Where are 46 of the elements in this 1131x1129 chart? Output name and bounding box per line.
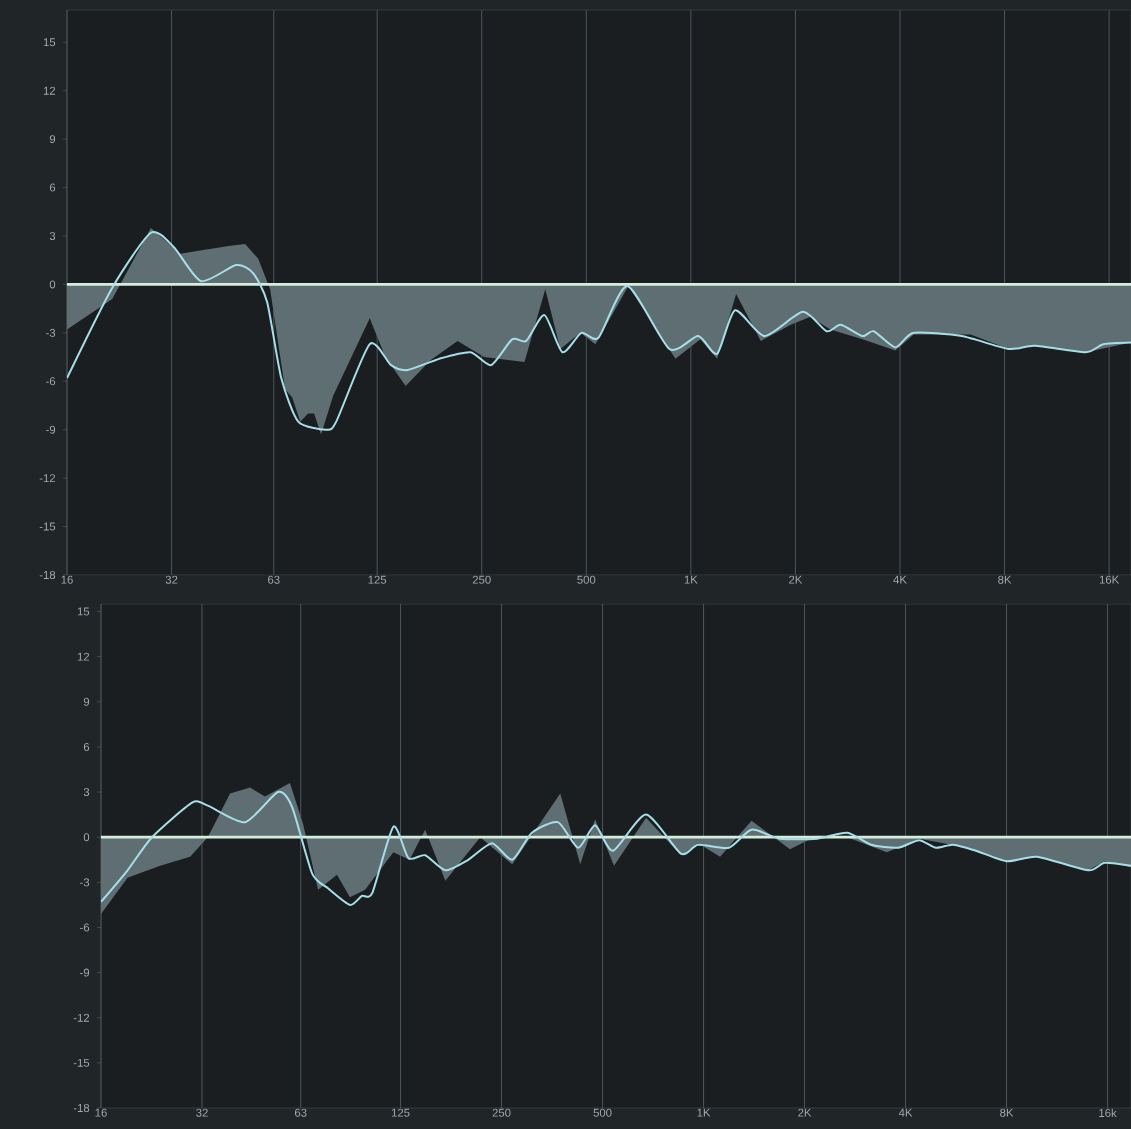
- x-tick-label: 500: [593, 1108, 612, 1117]
- x-tick-label: 1K: [697, 1108, 711, 1117]
- y-tick-label: 6: [83, 742, 90, 751]
- x-tick-label: 2K: [789, 575, 803, 584]
- y-tick-label: 12: [43, 86, 56, 95]
- y-tick-label: -6: [46, 377, 56, 386]
- x-tick-label: 2K: [798, 1108, 812, 1117]
- y-tick-label: 12: [77, 652, 90, 661]
- x-tick-label: 8K: [998, 575, 1012, 584]
- y-tick-label: -18: [39, 570, 56, 579]
- x-tick-label: 63: [294, 1108, 307, 1117]
- x-tick-label: 4K: [898, 1108, 913, 1117]
- x-tick-label: 125: [391, 1108, 410, 1117]
- y-tick-label: 0: [83, 833, 90, 842]
- y-tick-label: -15: [39, 522, 56, 531]
- y-tick-label: 6: [49, 183, 56, 192]
- y-tick-label: -18: [73, 1104, 90, 1112]
- y-tick-label: -3: [46, 328, 56, 337]
- x-tick-label: 250: [472, 575, 491, 584]
- x-tick-label: 16: [61, 575, 73, 584]
- y-tick-label: 9: [83, 697, 90, 706]
- y-tick-label: -3: [80, 878, 90, 887]
- x-tick-label: 63: [268, 575, 280, 584]
- x-tick-label: 4K: [893, 575, 907, 584]
- x-tick-label: 500: [577, 575, 596, 584]
- y-tick-label: 3: [83, 788, 90, 797]
- y-tick-label: 3: [49, 231, 56, 240]
- y-tick-label: -9: [80, 968, 90, 977]
- x-tick-label: 32: [165, 575, 178, 584]
- x-tick-label: 125: [368, 575, 387, 584]
- y-tick-label: 9: [49, 135, 56, 144]
- x-tick-label: 16K: [1099, 575, 1120, 584]
- y-tick-label: -6: [80, 923, 90, 932]
- y-tick-label: -15: [73, 1058, 90, 1067]
- x-tick-label: 16k: [1099, 1108, 1117, 1118]
- y-tick-label: -12: [39, 474, 56, 483]
- y-tick-label: 0: [49, 280, 56, 289]
- x-tick-label: 250: [492, 1108, 511, 1117]
- y-tick-label: 15: [43, 38, 56, 47]
- x-tick-label: 1K: [684, 575, 698, 584]
- x-tick-label: 16: [95, 1108, 107, 1117]
- y-tick-label: -9: [46, 425, 56, 434]
- x-tick-label: 8K: [1000, 1108, 1014, 1117]
- y-tick-label: -12: [73, 1013, 90, 1022]
- x-tick-label: 32: [196, 1108, 208, 1117]
- y-tick-label: 15: [77, 607, 90, 616]
